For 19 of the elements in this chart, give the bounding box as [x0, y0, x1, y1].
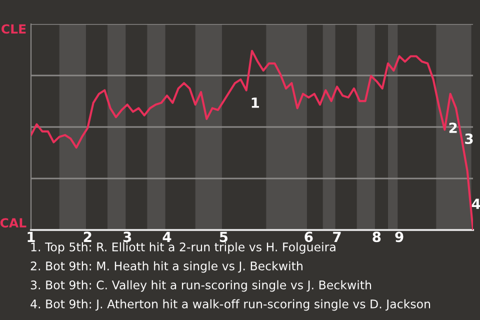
x-tick-label: 3: [123, 232, 132, 242]
x-tick-label: 1: [28, 232, 35, 242]
annotation: 1: [252, 98, 259, 108]
x-tick-label: 2: [84, 232, 92, 242]
text: CAL: [0, 218, 26, 228]
x-tick-label: 7: [333, 232, 341, 242]
text: 2. Bot 9th: M. Heath hit a single vs J. Beckwith: [30, 261, 302, 273]
x-tick-label: 6: [304, 232, 313, 242]
annotation: 4: [472, 198, 480, 209]
x-tick-label: 9: [395, 232, 404, 242]
annotation: 3: [465, 134, 473, 144]
text: 3. Bot 9th: C. Valley hit a run-scoring single vs J. Beckwith: [30, 280, 372, 292]
text: CLE: [2, 24, 26, 34]
text: 1. Top 5th: R. Elliott hit a 2-run triple vs H. Folgueira: [31, 242, 336, 254]
text: 4. Bot 9th: J. Atherton hit a walk-off run-scoring single vs D. Jackson: [30, 299, 430, 311]
annotation: 2: [449, 122, 457, 133]
x-tick-label: 5: [220, 232, 228, 242]
x-tick-label: 8: [372, 232, 381, 242]
x-tick-label: 4: [162, 232, 172, 242]
